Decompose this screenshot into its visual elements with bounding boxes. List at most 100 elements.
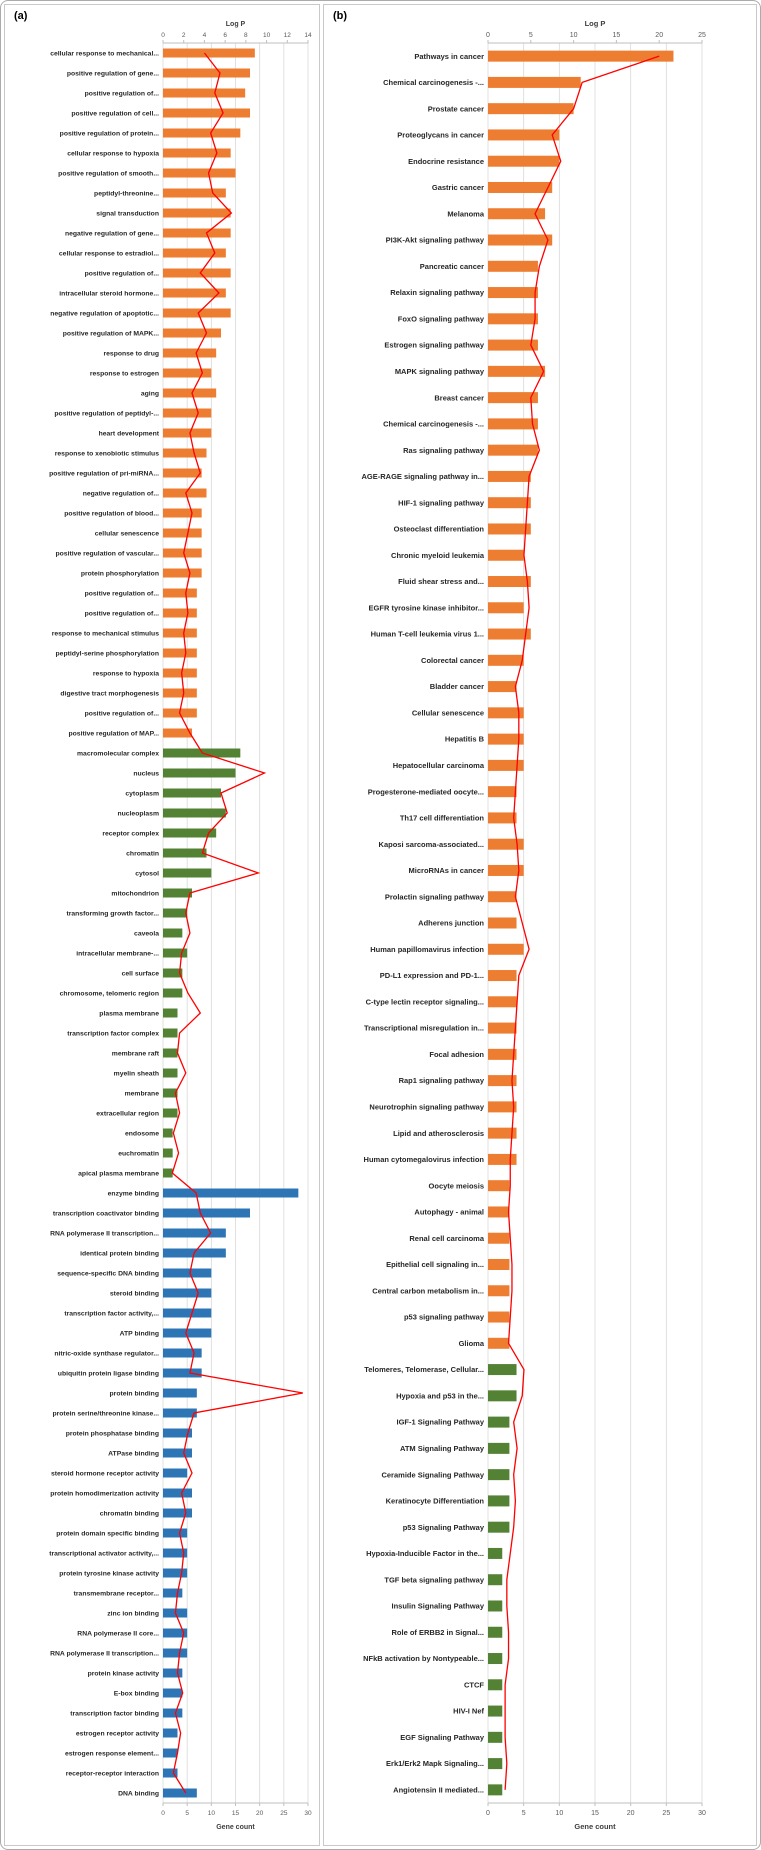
category-label: Endocrine resistance — [408, 157, 484, 166]
bar-bp — [163, 428, 212, 438]
panel-b-label: (b) — [333, 10, 348, 22]
category-label: positive regulation of... — [85, 610, 160, 617]
category-label: protein homodimerization activity — [50, 1490, 159, 1497]
bar-mf — [163, 1748, 178, 1758]
category-label: Estrogen signaling pathway — [384, 341, 484, 350]
bar-bio — [488, 1626, 503, 1638]
bottom-axis-tick-label: 25 — [662, 1810, 670, 1817]
bar-cc — [163, 868, 212, 878]
bar-kegg — [488, 76, 581, 88]
bar-cc — [163, 808, 226, 818]
bar-mf — [163, 1288, 212, 1298]
category-label: Prolactin signaling pathway — [385, 892, 485, 901]
category-label: protein phosphorylation — [81, 570, 159, 577]
category-label: RNA polymerase II core... — [77, 1630, 159, 1637]
bar-kegg — [488, 313, 538, 325]
category-label: DNA binding — [118, 1790, 159, 1797]
top-axis-tick-label: 0 — [161, 32, 165, 39]
category-label: HIV-I Nef — [453, 1707, 484, 1716]
category-label: ATPase binding — [108, 1450, 159, 1457]
category-label: Relaxin signaling pathway — [390, 288, 485, 297]
category-label: protein domain specific binding — [56, 1530, 159, 1537]
category-label: Human cytomegalovirus infection — [364, 1155, 485, 1164]
bottom-axis-tick-label: 30 — [698, 1810, 706, 1817]
bar-mf — [163, 1228, 226, 1238]
category-label: FoxO signaling pathway — [398, 314, 485, 323]
bar-bp — [163, 408, 212, 418]
bar-kegg — [488, 1206, 510, 1218]
category-label: positive regulation of blood... — [64, 510, 159, 517]
bar-kegg — [488, 786, 517, 798]
top-axis-tick-label: 8 — [244, 32, 248, 39]
category-label: ubiquitin protein ligase binding — [58, 1370, 159, 1377]
bottom-axis-tick-label: 15 — [591, 1810, 599, 1817]
category-label: Proteoglycans in cancer — [397, 131, 484, 140]
bar-mf — [163, 1488, 192, 1498]
bar-mf — [163, 1708, 183, 1718]
bar-mf — [163, 1548, 188, 1558]
bar-mf — [163, 1648, 188, 1658]
bar-bp — [163, 488, 207, 498]
bar-cc — [163, 848, 207, 858]
bar-mf — [163, 1528, 188, 1538]
category-label: NFkB activation by Nontypeable... — [363, 1654, 484, 1663]
bar-kegg — [488, 838, 524, 850]
category-label: aging — [141, 390, 159, 397]
bar-kegg — [488, 365, 546, 377]
bar-bp — [163, 68, 250, 78]
category-label: Pathways in cancer — [414, 52, 484, 61]
bar-kegg — [488, 444, 538, 456]
category-label: intracellular membrane-... — [76, 950, 159, 957]
bar-kegg — [488, 917, 517, 929]
category-label: Autophagy - animal — [414, 1208, 484, 1217]
category-label: response to xenobiotic stimulus — [55, 450, 159, 457]
category-label: protein kinase activity — [88, 1670, 160, 1677]
bar-bio — [488, 1679, 503, 1691]
bar-mf — [163, 1588, 183, 1598]
category-label: TGF beta signaling pathway — [384, 1575, 484, 1584]
bottom-axis-tick-label: 5 — [185, 1810, 189, 1817]
bar-kegg — [488, 1101, 517, 1113]
bar-kegg — [488, 602, 524, 614]
category-label: Lipid and atherosclerosis — [393, 1129, 484, 1138]
category-label: positive regulation of... — [85, 590, 160, 597]
category-label: heart development — [99, 430, 160, 437]
bar-cc — [163, 1048, 178, 1058]
bar-mf — [163, 1568, 188, 1578]
top-axis-title: Log P — [226, 21, 246, 28]
category-label: positive regulation of peptidyl-... — [54, 410, 159, 417]
category-label: nucleus — [133, 770, 159, 777]
bar-cc — [163, 928, 183, 938]
category-label: C-type lectin receptor signaling... — [366, 997, 484, 1006]
category-label: Hepatitis B — [445, 735, 485, 744]
category-label: Melanoma — [447, 209, 485, 218]
bar-cc — [163, 948, 188, 958]
bar-mf — [163, 1208, 250, 1218]
bar-bio — [488, 1731, 503, 1743]
category-label: Telomeres, Telomerase, Cellular... — [364, 1365, 484, 1374]
bar-kegg — [488, 392, 538, 404]
bar-mf — [163, 1688, 183, 1698]
category-label: Focal adhesion — [429, 1050, 484, 1059]
bar-mf — [163, 1408, 197, 1418]
bar-cc — [163, 1108, 178, 1118]
bar-kegg — [488, 208, 546, 220]
bar-kegg — [488, 103, 574, 115]
top-axis-tick-label: 6 — [223, 32, 227, 39]
bar-bp — [163, 528, 202, 538]
category-label: cytosol — [135, 870, 159, 877]
category-label: E-box binding — [114, 1690, 159, 1697]
bar-bio — [488, 1442, 510, 1454]
bar-kegg — [488, 287, 538, 299]
bar-bio — [488, 1416, 510, 1428]
bottom-axis-tick-label: 0 — [161, 1810, 165, 1817]
bar-cc — [163, 1088, 178, 1098]
bar-kegg — [488, 1337, 510, 1349]
bar-kegg — [488, 759, 524, 771]
bar-bio — [488, 1521, 510, 1533]
bar-kegg — [488, 996, 517, 1008]
category-label: ATM Signaling Pathway — [400, 1444, 485, 1453]
bar-bp — [163, 628, 197, 638]
category-label: positive regulation of pri-miRNA... — [49, 470, 159, 477]
